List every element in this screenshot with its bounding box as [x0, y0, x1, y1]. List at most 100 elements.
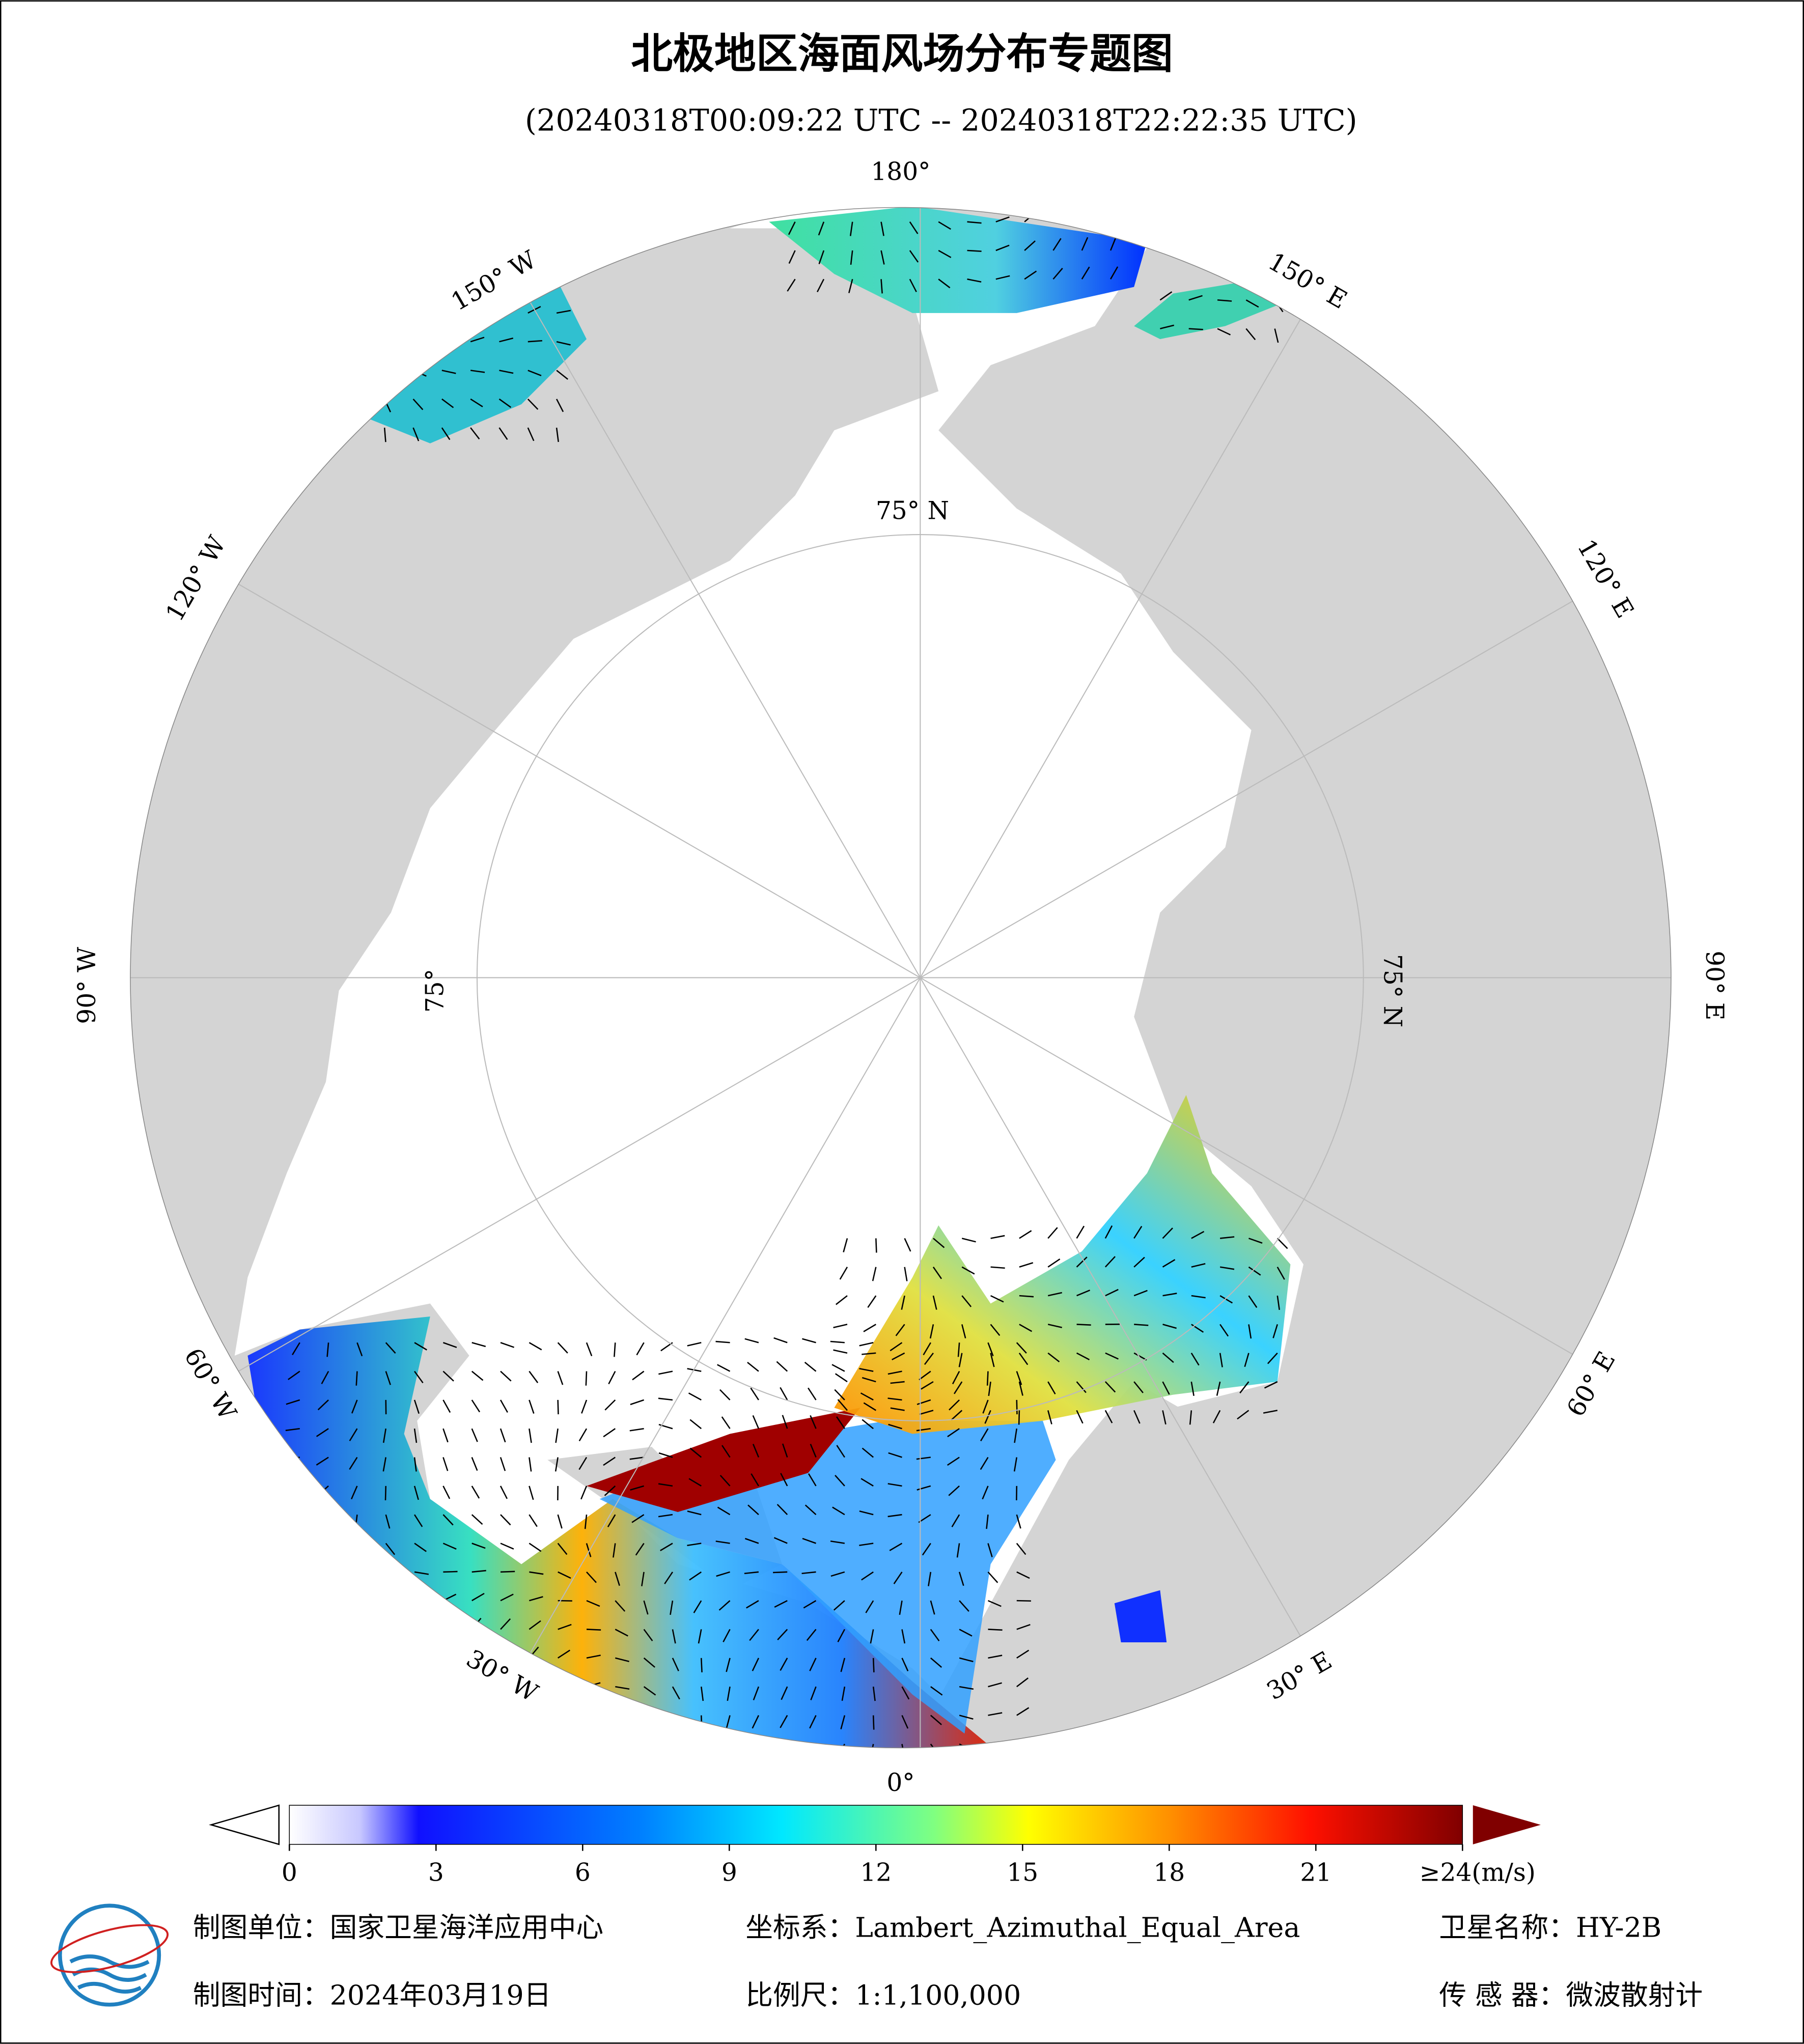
- wind-arrow: [1160, 324, 1175, 329]
- wind-arrow: [471, 1514, 483, 1525]
- wind-arrow: [316, 1428, 329, 1437]
- wind-arrow: [841, 1686, 846, 1701]
- wind-arrow: [830, 1340, 845, 1343]
- wind-arrow: [880, 279, 883, 294]
- wind-arrow: [529, 1457, 532, 1472]
- wind-arrow: [715, 1541, 730, 1544]
- wind-arrow: [413, 1429, 418, 1443]
- wind-arrow: [917, 1399, 931, 1405]
- wind-arrow: [557, 1543, 568, 1555]
- wind-arrow: [1188, 295, 1203, 301]
- wind-arrow: [872, 1686, 876, 1701]
- wind-arrow: [1016, 1543, 1026, 1555]
- wind-arrow: [441, 370, 456, 374]
- wind-arrow: [442, 1457, 449, 1471]
- wind-arrow: [351, 1486, 358, 1500]
- wind-arrow: [1047, 1410, 1052, 1424]
- wind-arrow: [780, 1715, 788, 1728]
- wind-arrow: [982, 1486, 989, 1500]
- wind-arrow: [316, 1457, 329, 1466]
- wind-arrow: [809, 1658, 817, 1671]
- wind-arrow: [947, 1457, 960, 1466]
- wind-arrow: [780, 1473, 788, 1487]
- wind-arrow: [1016, 1342, 1027, 1354]
- wind-arrow: [995, 244, 1010, 251]
- wind-arrow: [413, 1457, 417, 1472]
- wind-arrow: [859, 1543, 874, 1546]
- wind-arrow: [837, 1399, 848, 1411]
- wind-arrow: [470, 370, 485, 373]
- wind-arrow: [919, 1410, 934, 1415]
- wind-arrow: [500, 1514, 511, 1526]
- wind-arrow: [830, 1540, 845, 1544]
- wind-arrow: [499, 1486, 508, 1499]
- wind-arrow: [1024, 270, 1037, 280]
- wind-arrow: [870, 1629, 874, 1644]
- wind-arrow: [1248, 1238, 1263, 1244]
- wind-arrow: [635, 1543, 645, 1556]
- wind-arrow: [442, 1486, 451, 1499]
- footer-satellite: 卫星名称：HY-2B: [1439, 1912, 1661, 1944]
- wind-arrow: [586, 1342, 593, 1356]
- wind-arrow: [557, 1371, 564, 1385]
- wind-arrow: [888, 1452, 902, 1458]
- wind-arrow: [1133, 1381, 1144, 1393]
- wind-arrow: [901, 1715, 909, 1729]
- wind-arrow: [698, 1629, 702, 1644]
- wind-arrow: [909, 221, 919, 234]
- wind-arrow: [1016, 1371, 1022, 1385]
- wind-arrow: [721, 1416, 731, 1429]
- wind-arrow: [1104, 1410, 1113, 1423]
- wind-arrow: [870, 1744, 874, 1748]
- wind-arrow: [1016, 1571, 1030, 1579]
- wind-arrow: [777, 1629, 788, 1641]
- wind-arrow: [744, 1537, 759, 1544]
- wind-arrow: [1189, 1410, 1192, 1425]
- wind-arrow: [1104, 1256, 1116, 1268]
- meridian: [920, 573, 1621, 978]
- wind-arrow: [995, 275, 1010, 280]
- wind-arrow: [1272, 1324, 1278, 1338]
- wind-arrow: [750, 1387, 759, 1401]
- wind-arrow: [499, 1428, 506, 1443]
- wind-arrow: [1276, 1238, 1288, 1249]
- wind-arrow: [861, 1478, 874, 1487]
- wind-arrow: [413, 1399, 420, 1414]
- wind-arrow: [752, 1415, 760, 1429]
- wind-arrow: [1076, 1256, 1088, 1268]
- wind-arrow: [500, 1618, 511, 1630]
- wind-arrow: [558, 1623, 572, 1630]
- colorbar-under: [209, 1804, 280, 1845]
- footer-unit: 制图单位：国家卫星海洋应用中心: [193, 1912, 603, 1944]
- wind-arrow: [867, 1295, 877, 1308]
- wind-arrow: [747, 1504, 759, 1516]
- wind-arrow: [1276, 1267, 1285, 1280]
- wind-arrow: [726, 1715, 731, 1729]
- meridian: [515, 977, 921, 1678]
- wind-swath: [586, 1408, 861, 1513]
- wind-arrow: [1047, 1352, 1060, 1363]
- wind-arrow: [1212, 1410, 1221, 1423]
- wind-arrow: [930, 1600, 935, 1615]
- wind-arrow: [717, 1506, 731, 1516]
- wind-arrow: [700, 1686, 704, 1701]
- wind-arrow: [614, 1342, 616, 1357]
- wind-arrow: [933, 1238, 945, 1248]
- wind-arrow: [688, 1392, 702, 1401]
- wind-arrow: [349, 1457, 358, 1470]
- colorbar: [289, 1805, 1463, 1845]
- wind-arrow: [747, 1361, 759, 1372]
- wind-arrow: [1019, 1324, 1033, 1332]
- wind-arrow: [938, 278, 951, 289]
- wind-arrow: [1013, 1457, 1018, 1472]
- wind-arrow: [557, 1342, 568, 1354]
- wind-arrow: [412, 398, 424, 410]
- wind-arrow: [499, 370, 514, 374]
- wind-arrow: [837, 1629, 845, 1642]
- wind-arrow: [832, 1506, 845, 1516]
- colorbar-tick-label: ≥24(m/s): [1420, 1859, 1536, 1887]
- wind-arrow: [689, 1419, 702, 1430]
- map: [130, 207, 1671, 1748]
